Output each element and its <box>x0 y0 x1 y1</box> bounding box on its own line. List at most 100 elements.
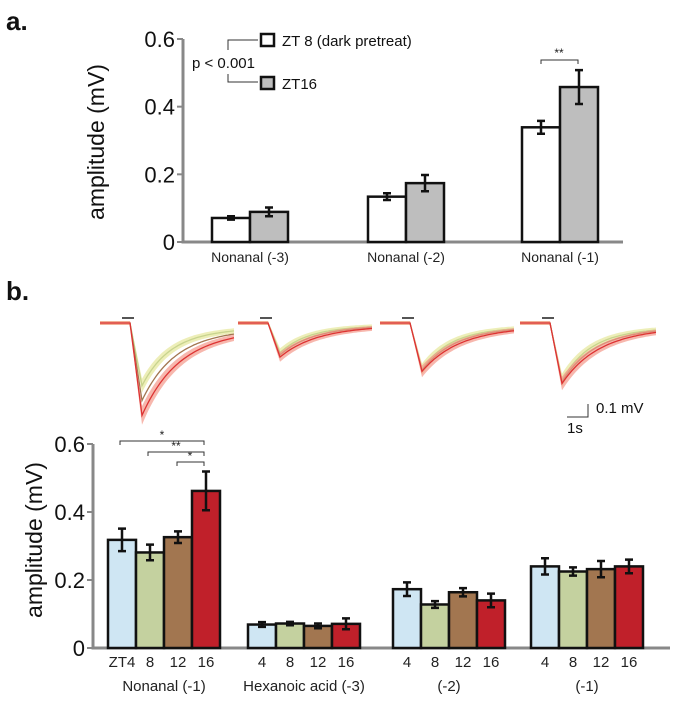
panel-b-bar <box>391 587 423 650</box>
response-trace <box>100 322 235 418</box>
panel-a-bar <box>558 85 600 244</box>
panel-a-ytick-label: 0 <box>163 230 175 255</box>
panel-b-bar <box>613 565 645 650</box>
panel-a-label: a. <box>6 6 28 36</box>
panel-a-category-label: Nonanal (-3) <box>211 249 289 265</box>
panel-b-tick-label: 8 <box>569 654 577 671</box>
panel-b-bar-error-bar <box>202 470 210 512</box>
scale-time-label: 1s <box>567 420 583 437</box>
panel-a-bar <box>520 126 562 244</box>
panel-b-bar <box>106 538 138 650</box>
panel-b-bar-error-bar <box>569 566 577 577</box>
panel-b-group-label: Nonanal (-1) <box>122 678 205 695</box>
panel-b-tick-label: 16 <box>621 654 638 671</box>
panel-b-bar <box>274 622 306 650</box>
panel-a-bar-error-bar <box>227 215 235 221</box>
panel-b-bar-error-bar <box>314 622 322 630</box>
panel-b-bar-error-bar <box>342 617 350 631</box>
panel-b-bar-error-bar <box>403 581 411 598</box>
legend-label-zt16: ZT16 <box>282 76 317 93</box>
panel-a-bar-error-bar <box>575 68 583 106</box>
panel-b-bar-error-bar <box>541 556 549 576</box>
sig-brackets-b: * ** * <box>119 428 205 466</box>
legend-swatch-zt16 <box>259 75 276 91</box>
panel-a-bar <box>210 216 252 244</box>
panel-b-bar-error-bar <box>258 620 266 629</box>
panel-a-ylabel: amplitude (mV) <box>83 64 109 220</box>
panel-a-bar-error-bar <box>537 119 545 135</box>
sig-bracket-b-3 <box>176 461 205 466</box>
panel-b-tick-label: 4 <box>403 654 411 671</box>
response-trace <box>520 322 657 386</box>
panel-b-ytick-label: 0.6 <box>54 432 85 457</box>
panel-b-group-label: (-2) <box>437 678 460 695</box>
panel-a-bar-error-bar <box>383 192 391 202</box>
panel-b-tick-label: ZT4 <box>109 654 136 671</box>
panel-b-tick-label: 8 <box>431 654 439 671</box>
panel-b-bar <box>134 551 166 650</box>
legend-p-value: p < 0.001 <box>192 55 255 72</box>
sig-bracket-b-1 <box>119 440 205 445</box>
panel-b-bar-error-bar <box>625 558 633 575</box>
panel-b-bar-error-bar <box>286 620 294 627</box>
panel-b-tick-label: 16 <box>483 654 500 671</box>
panel-a-bar-error-bar <box>265 206 273 218</box>
panel-b-bar <box>557 570 589 650</box>
panel-b-tick-label: 12 <box>310 654 327 671</box>
sig-label-a: ** <box>554 46 564 60</box>
response-trace <box>238 322 373 359</box>
trace-sem-band <box>100 321 234 393</box>
panel-b-tick-label: 12 <box>593 654 610 671</box>
legend-label-zt8: ZT 8 (dark pretreat) <box>282 33 412 50</box>
response-trace <box>380 322 515 373</box>
panel-b-label: b. <box>6 276 29 306</box>
sig-label-b-2: ** <box>171 439 181 453</box>
panel-b-bar <box>447 590 479 650</box>
panel-b-bar-error-bar <box>459 586 467 598</box>
response-trace <box>238 322 373 354</box>
panel-b-bar-error-bar <box>431 599 439 610</box>
panel-b-ytick-label: 0.2 <box>54 568 85 593</box>
panel-b-tick-label: 16 <box>338 654 355 671</box>
panel-a-bar <box>404 181 446 244</box>
panel-b-ytick-label: 0.4 <box>54 500 85 525</box>
legend-swatch-zt8 <box>259 32 276 48</box>
panel-a-bar <box>248 210 290 244</box>
panel-b-tick-label: 8 <box>286 654 294 671</box>
panel-a-ytick-label: 0.2 <box>144 162 175 187</box>
trace-sem-band <box>100 321 234 425</box>
panel-a-category-label: Nonanal (-2) <box>367 249 445 265</box>
panel-b-bar-error-bar <box>487 592 495 609</box>
panel-b-tick-label: 16 <box>198 654 215 671</box>
panel-b-ylabel: amplitude (mV) <box>21 462 47 618</box>
panel-b-bar <box>162 535 194 650</box>
panel-b-group-label: (-1) <box>575 678 598 695</box>
panel-b-tick-label: 4 <box>541 654 549 671</box>
panel-b-ytick-label: 0 <box>73 636 85 661</box>
panel-b-bar <box>190 489 222 650</box>
panel-b-tick-label: 4 <box>258 654 266 671</box>
panel-b-tick-label: 12 <box>455 654 472 671</box>
panel-a-ytick-label: 0.4 <box>144 95 175 120</box>
panel-b-bar <box>585 567 617 650</box>
panel-b-bar-error-bar <box>597 559 605 579</box>
panel-a-bar-error-bar <box>421 173 429 193</box>
panel-b-bar-error-bar <box>118 527 126 553</box>
panel-b-group-label: Hexanoic acid (-3) <box>243 678 365 695</box>
sig-label-b-3: * <box>188 449 193 463</box>
panel-b-tick-label: 12 <box>170 654 187 671</box>
panel-b-bar <box>419 603 451 650</box>
panel-b-bar-error-bar <box>146 543 154 562</box>
sig-bracket-b-2 <box>147 451 205 456</box>
panel-a-bar <box>366 195 408 244</box>
scale-voltage-label: 0.1 mV <box>596 400 644 417</box>
panel-b-tick-label: 8 <box>146 654 154 671</box>
panel-a-category-label: Nonanal (-1) <box>521 249 599 265</box>
panel-b-bar-error-bar <box>174 530 182 545</box>
panel-b-bar <box>529 565 561 650</box>
sig-bracket-a <box>540 59 579 64</box>
panel-a-ytick-label: 0.6 <box>144 27 175 52</box>
sig-label-b-1: * <box>160 428 165 442</box>
scale-bar <box>567 404 589 418</box>
